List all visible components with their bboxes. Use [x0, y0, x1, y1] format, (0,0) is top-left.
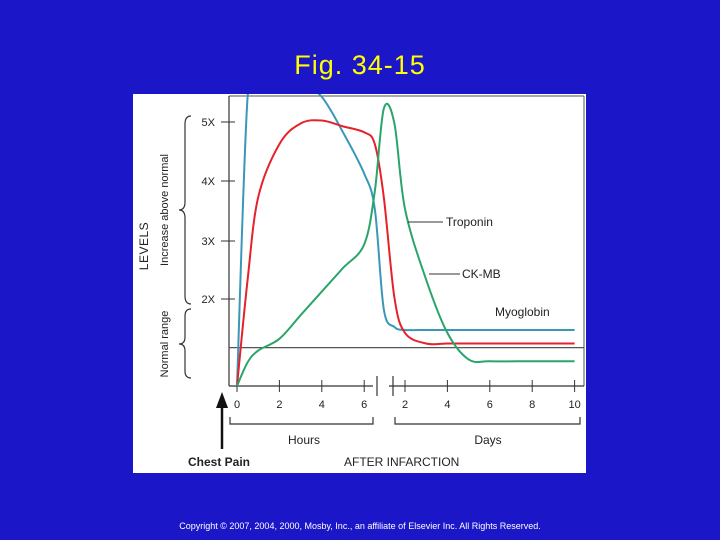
series-line-troponin	[236, 119, 575, 387]
x-ticks: 0 2 4 6 2 4 6 8 10	[234, 380, 581, 411]
x-tick-label-days-4: 4	[444, 399, 450, 411]
y-axis-sublabel-lower: Normal range	[159, 311, 171, 378]
series-line-ck-mb	[236, 102, 575, 387]
x-tick-label-hours-4: 4	[319, 399, 325, 411]
copyright-footer: Copyright © 2007, 2004, 2000, Mosby, Inc…	[179, 521, 541, 531]
y-tick-label-5x: 5X	[202, 117, 216, 129]
x-tick-label-hours-2: 2	[276, 399, 282, 411]
biomarker-chart: 5X 4X 3X 2X LEVELS Increase above normal…	[137, 94, 585, 469]
chest-pain-arrow-head	[216, 392, 228, 408]
series-label-troponin: Troponin	[446, 215, 493, 229]
series-line-myoglobin	[236, 94, 575, 387]
y-tick-label-3x: 3X	[202, 236, 216, 248]
figure-panel: 5X 4X 3X 2X LEVELS Increase above normal…	[133, 94, 586, 473]
x-group-label-days: Days	[474, 433, 501, 447]
x-tick-label-days-8: 8	[529, 399, 535, 411]
y-tick-label-2x: 2X	[202, 294, 216, 306]
x-tick-label-hours-0: 0	[234, 399, 240, 411]
x-tick-label-days-6: 6	[487, 399, 493, 411]
x-tick-label-hours-6: 6	[361, 399, 367, 411]
x-axis-label: AFTER INFARCTION	[344, 455, 459, 469]
slide-title: Fig. 34-15	[294, 50, 426, 80]
days-bracket	[394, 417, 581, 425]
y-tick-label-4x: 4X	[202, 176, 216, 188]
upper-brace	[178, 115, 192, 305]
x-tick-label-days-2: 2	[402, 399, 408, 411]
y-axis-sublabel-upper: Increase above normal	[159, 154, 171, 266]
series-layer	[236, 94, 575, 387]
event-label-chest-pain: Chest Pain	[188, 455, 250, 469]
series-label-myoglobin: Myoglobin	[495, 305, 550, 319]
lower-brace	[178, 308, 192, 379]
y-axis-label: LEVELS	[137, 222, 151, 270]
hours-bracket	[229, 417, 374, 425]
x-group-label-hours: Hours	[288, 433, 320, 447]
series-label-ckmb: CK-MB	[462, 267, 501, 281]
x-tick-label-days-10: 10	[568, 399, 580, 411]
